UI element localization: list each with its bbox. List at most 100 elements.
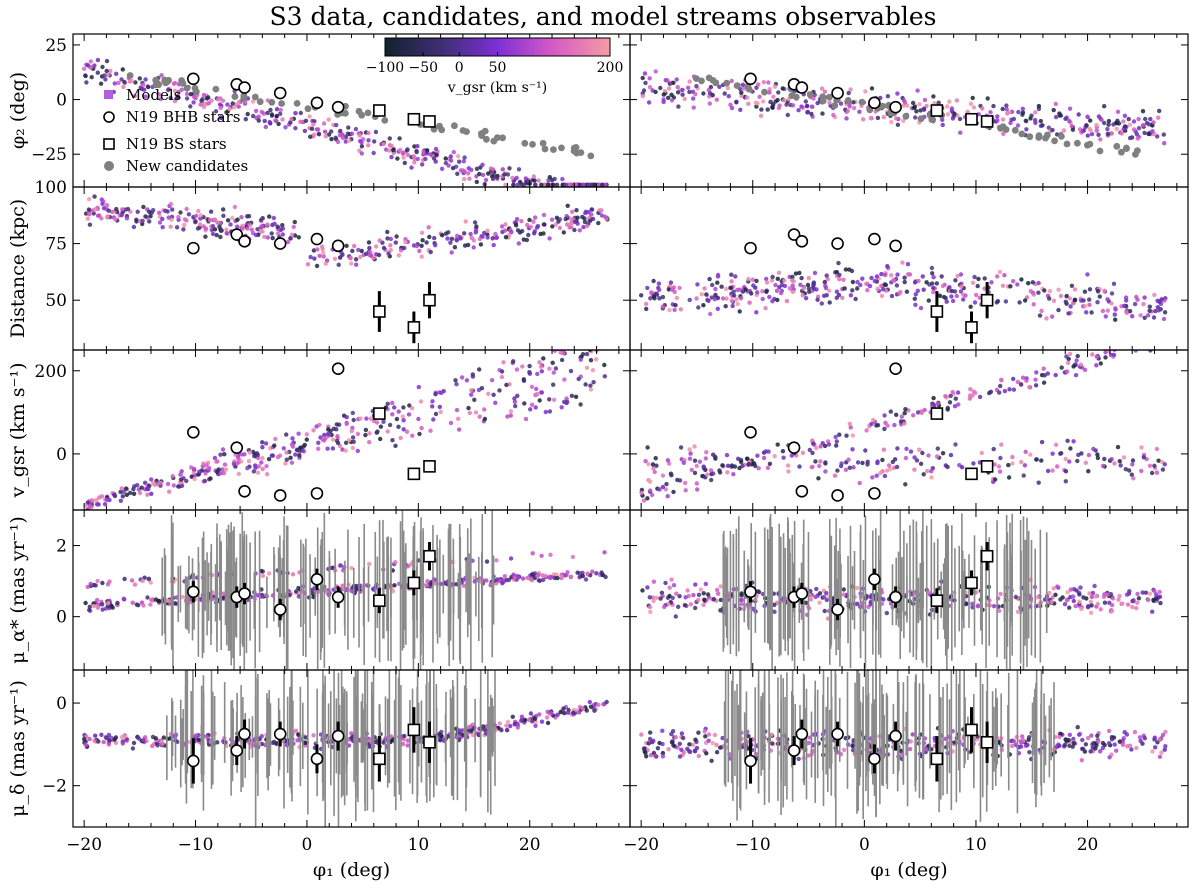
model-particle <box>514 217 520 222</box>
model-particle <box>466 171 471 176</box>
model-particle <box>293 126 298 131</box>
model-particle <box>805 109 811 115</box>
model-particle <box>499 374 505 380</box>
model-particle <box>337 133 343 138</box>
model-particle <box>1019 277 1024 282</box>
model-particle <box>418 399 424 404</box>
model-particle <box>1130 599 1135 604</box>
model-particle <box>599 213 605 218</box>
model-particle <box>168 201 174 207</box>
model-particle <box>945 464 950 470</box>
model-particle <box>89 75 94 80</box>
model-particle <box>729 105 735 111</box>
model-particle <box>799 104 804 109</box>
model-particle <box>669 577 674 582</box>
model-particle <box>406 412 412 417</box>
model-particle <box>902 279 907 285</box>
model-particle <box>176 484 181 489</box>
model-particle <box>950 389 955 395</box>
model-particle <box>419 425 424 431</box>
model-particle <box>278 111 283 117</box>
model-particle <box>526 232 531 238</box>
model-particle <box>810 450 815 456</box>
model-particle <box>683 595 688 600</box>
model-particle <box>179 469 184 474</box>
model-particle <box>681 735 686 741</box>
model-particle <box>641 498 647 503</box>
model-particle <box>882 426 887 432</box>
model-particle <box>953 442 958 447</box>
bhb-points-r2-c1 <box>744 362 902 502</box>
bhb-star <box>787 441 801 454</box>
model-particle <box>405 743 410 748</box>
model-particle <box>216 97 221 102</box>
model-particle <box>454 238 459 243</box>
model-particle <box>819 86 825 91</box>
model-particle <box>680 92 685 97</box>
model-particle <box>821 293 827 298</box>
model-particle <box>902 421 907 426</box>
model-particle <box>451 149 456 155</box>
model-particle <box>735 301 740 307</box>
model-particle <box>513 223 519 228</box>
model-particle <box>1023 118 1028 124</box>
model-particle <box>390 438 395 443</box>
model-particle <box>1124 309 1129 314</box>
model-particle <box>711 471 716 476</box>
model-particle <box>212 217 218 222</box>
model-particle <box>1020 734 1025 739</box>
model-particle <box>334 422 339 427</box>
model-particle <box>965 109 970 115</box>
bhb-points-r1-c1 <box>744 228 902 255</box>
model-particle <box>920 274 925 279</box>
model-particle <box>344 415 349 420</box>
model-particle <box>703 467 708 472</box>
model-particle <box>188 104 193 109</box>
model-particle <box>723 304 728 309</box>
model-particle <box>685 588 690 593</box>
model-particle <box>765 465 771 470</box>
model-particle <box>1098 361 1104 366</box>
model-particle <box>1146 313 1151 318</box>
model-particle <box>645 445 650 450</box>
model-particle <box>466 166 471 171</box>
model-particle <box>1105 592 1110 597</box>
model-particle <box>232 204 238 210</box>
model-particle <box>975 283 980 289</box>
model-particle <box>764 280 770 285</box>
model-particle <box>883 282 889 288</box>
model-particle <box>799 275 804 281</box>
model-particle <box>1077 732 1082 737</box>
model-particle <box>213 109 219 114</box>
model-particle <box>122 79 127 85</box>
model-particle <box>881 447 887 452</box>
model-particle <box>562 573 568 578</box>
model-particle <box>1147 308 1152 313</box>
model-particle <box>1008 284 1013 289</box>
model-particle <box>849 268 855 274</box>
bhb-star <box>273 727 287 741</box>
model-particle <box>780 86 785 91</box>
model-particle <box>926 453 931 458</box>
model-particle <box>662 88 668 94</box>
model-particle <box>267 119 272 125</box>
model-particle <box>202 478 208 484</box>
model-particle <box>355 431 361 437</box>
model-particle <box>129 78 135 84</box>
model-particle <box>1090 590 1096 596</box>
model-particle <box>548 574 554 579</box>
model-particle <box>675 90 681 95</box>
model-particle <box>902 275 907 280</box>
model-particle <box>388 247 393 253</box>
model-particle <box>696 730 701 735</box>
model-particle <box>464 378 470 383</box>
model-particle <box>221 207 226 212</box>
model-particle <box>1084 310 1089 315</box>
model-particle <box>505 719 511 725</box>
model-particle <box>787 286 793 291</box>
model-particle <box>998 591 1003 597</box>
model-particle <box>349 131 355 136</box>
candidate-point <box>997 124 1004 132</box>
model-particle <box>922 407 927 413</box>
model-particle <box>308 134 313 139</box>
